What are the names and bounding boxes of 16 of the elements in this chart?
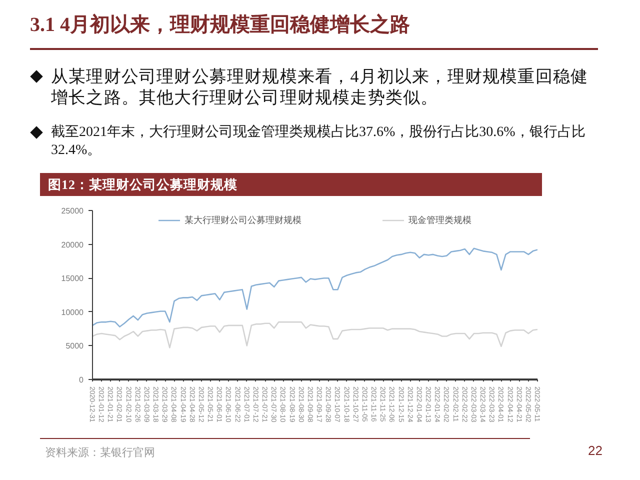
y-tick-label: 0	[79, 376, 84, 384]
y-tick-label: 10000	[61, 308, 84, 317]
text: 截至2021年末，大行理财公司现金管理类规模占比37.6%，股份行占比30.6%，银行占比32.4%。	[51, 124, 586, 160]
chart-subtitle: 图12：某理财公司公募理财规模	[48, 176, 238, 194]
y-tick-label: 25000	[61, 206, 84, 216]
text: 资料来源：某银行官网	[45, 446, 155, 461]
y-tick-label: 20000	[61, 240, 84, 250]
y-tick-label: 15000	[61, 274, 84, 284]
line-series	[92, 248, 538, 328]
legend-label: 某大行理财公司公募理财规模	[184, 214, 302, 226]
chart-title: 3.1 4月初以来，理财规模重回稳健增长之路	[30, 12, 410, 38]
text: 从某理财公司理财公募理财规模来看，4月初以来，理财规模重回稳健增长之路。其他大行理财公司理财规模走势类似。	[51, 66, 590, 108]
y-tick-label: 5000	[66, 342, 84, 351]
line-series	[92, 321, 538, 348]
text: 22	[588, 442, 602, 460]
legend-label: 现金管理类规模	[408, 214, 472, 226]
